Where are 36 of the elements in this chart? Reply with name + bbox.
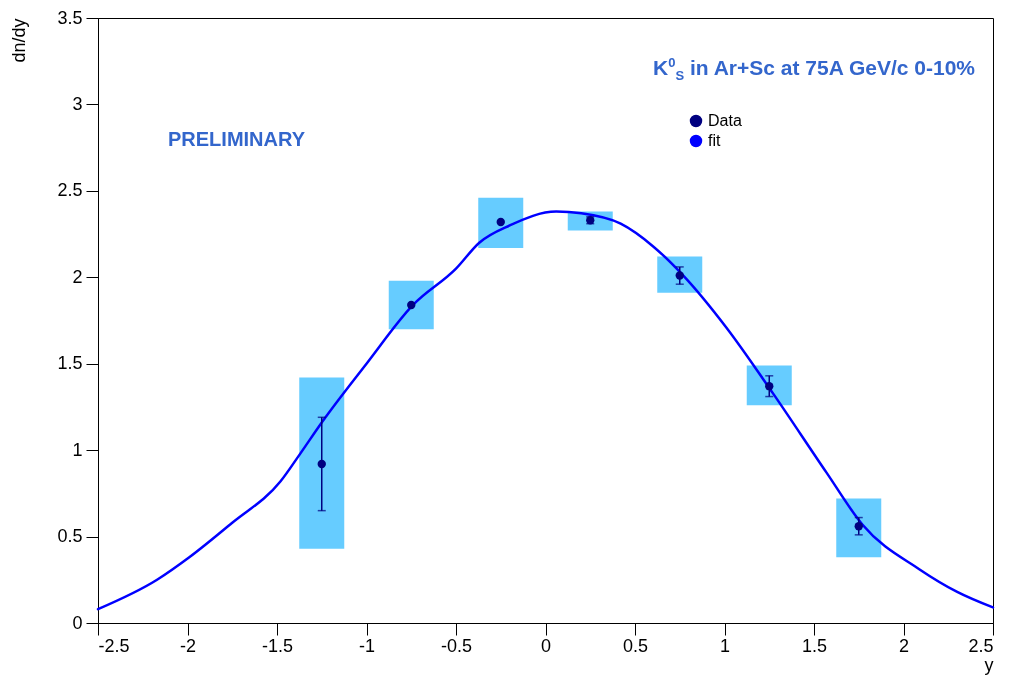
x-tick-label: -1.5 [261,635,294,656]
x-tick-label: 1 [719,635,731,656]
x-tick-label: 1.5 [801,635,828,656]
point [765,382,774,391]
point [407,300,416,310]
legend-label: fit [708,132,721,149]
y-tick-label: 0 [72,612,83,633]
bar [836,498,882,558]
point [496,217,505,227]
x-tick-label: -0.5 [440,635,473,656]
x-tick-label: -2 [179,635,197,656]
x-tick-label: 2.5 [968,635,994,656]
y-tick-label: 1.5 [57,353,83,374]
bar [388,280,434,330]
x-axis-title: y [984,654,994,675]
y-tick-label: 3 [72,93,83,114]
x-tick-label: -1 [358,635,376,656]
text: K$^{0}$$_{S}$ in Ar+Sc at 75A GeV/c 0-10% [653,55,975,84]
point [675,271,684,280]
y-tick-label: 3.5 [57,7,83,28]
y-tick-label: 1 [72,439,83,460]
y-axis-title: dn/dy [8,18,29,63]
point [854,522,863,531]
line-series [96,210,995,611]
y-tick-label: 0.5 [57,526,83,547]
x-tick-label: 0.5 [622,635,649,656]
bar [299,377,345,549]
x-tick-label: 2 [898,635,910,656]
y-tick-label: 2.5 [57,180,83,201]
point [317,459,326,469]
x-tick-label: -2.5 [98,635,130,656]
bar [478,197,524,248]
x-tick-label: 0 [540,635,552,656]
y-tick-label: 2 [72,266,83,287]
legend-label: Data [708,112,742,129]
annotation: PRELIMINARY [168,128,306,151]
